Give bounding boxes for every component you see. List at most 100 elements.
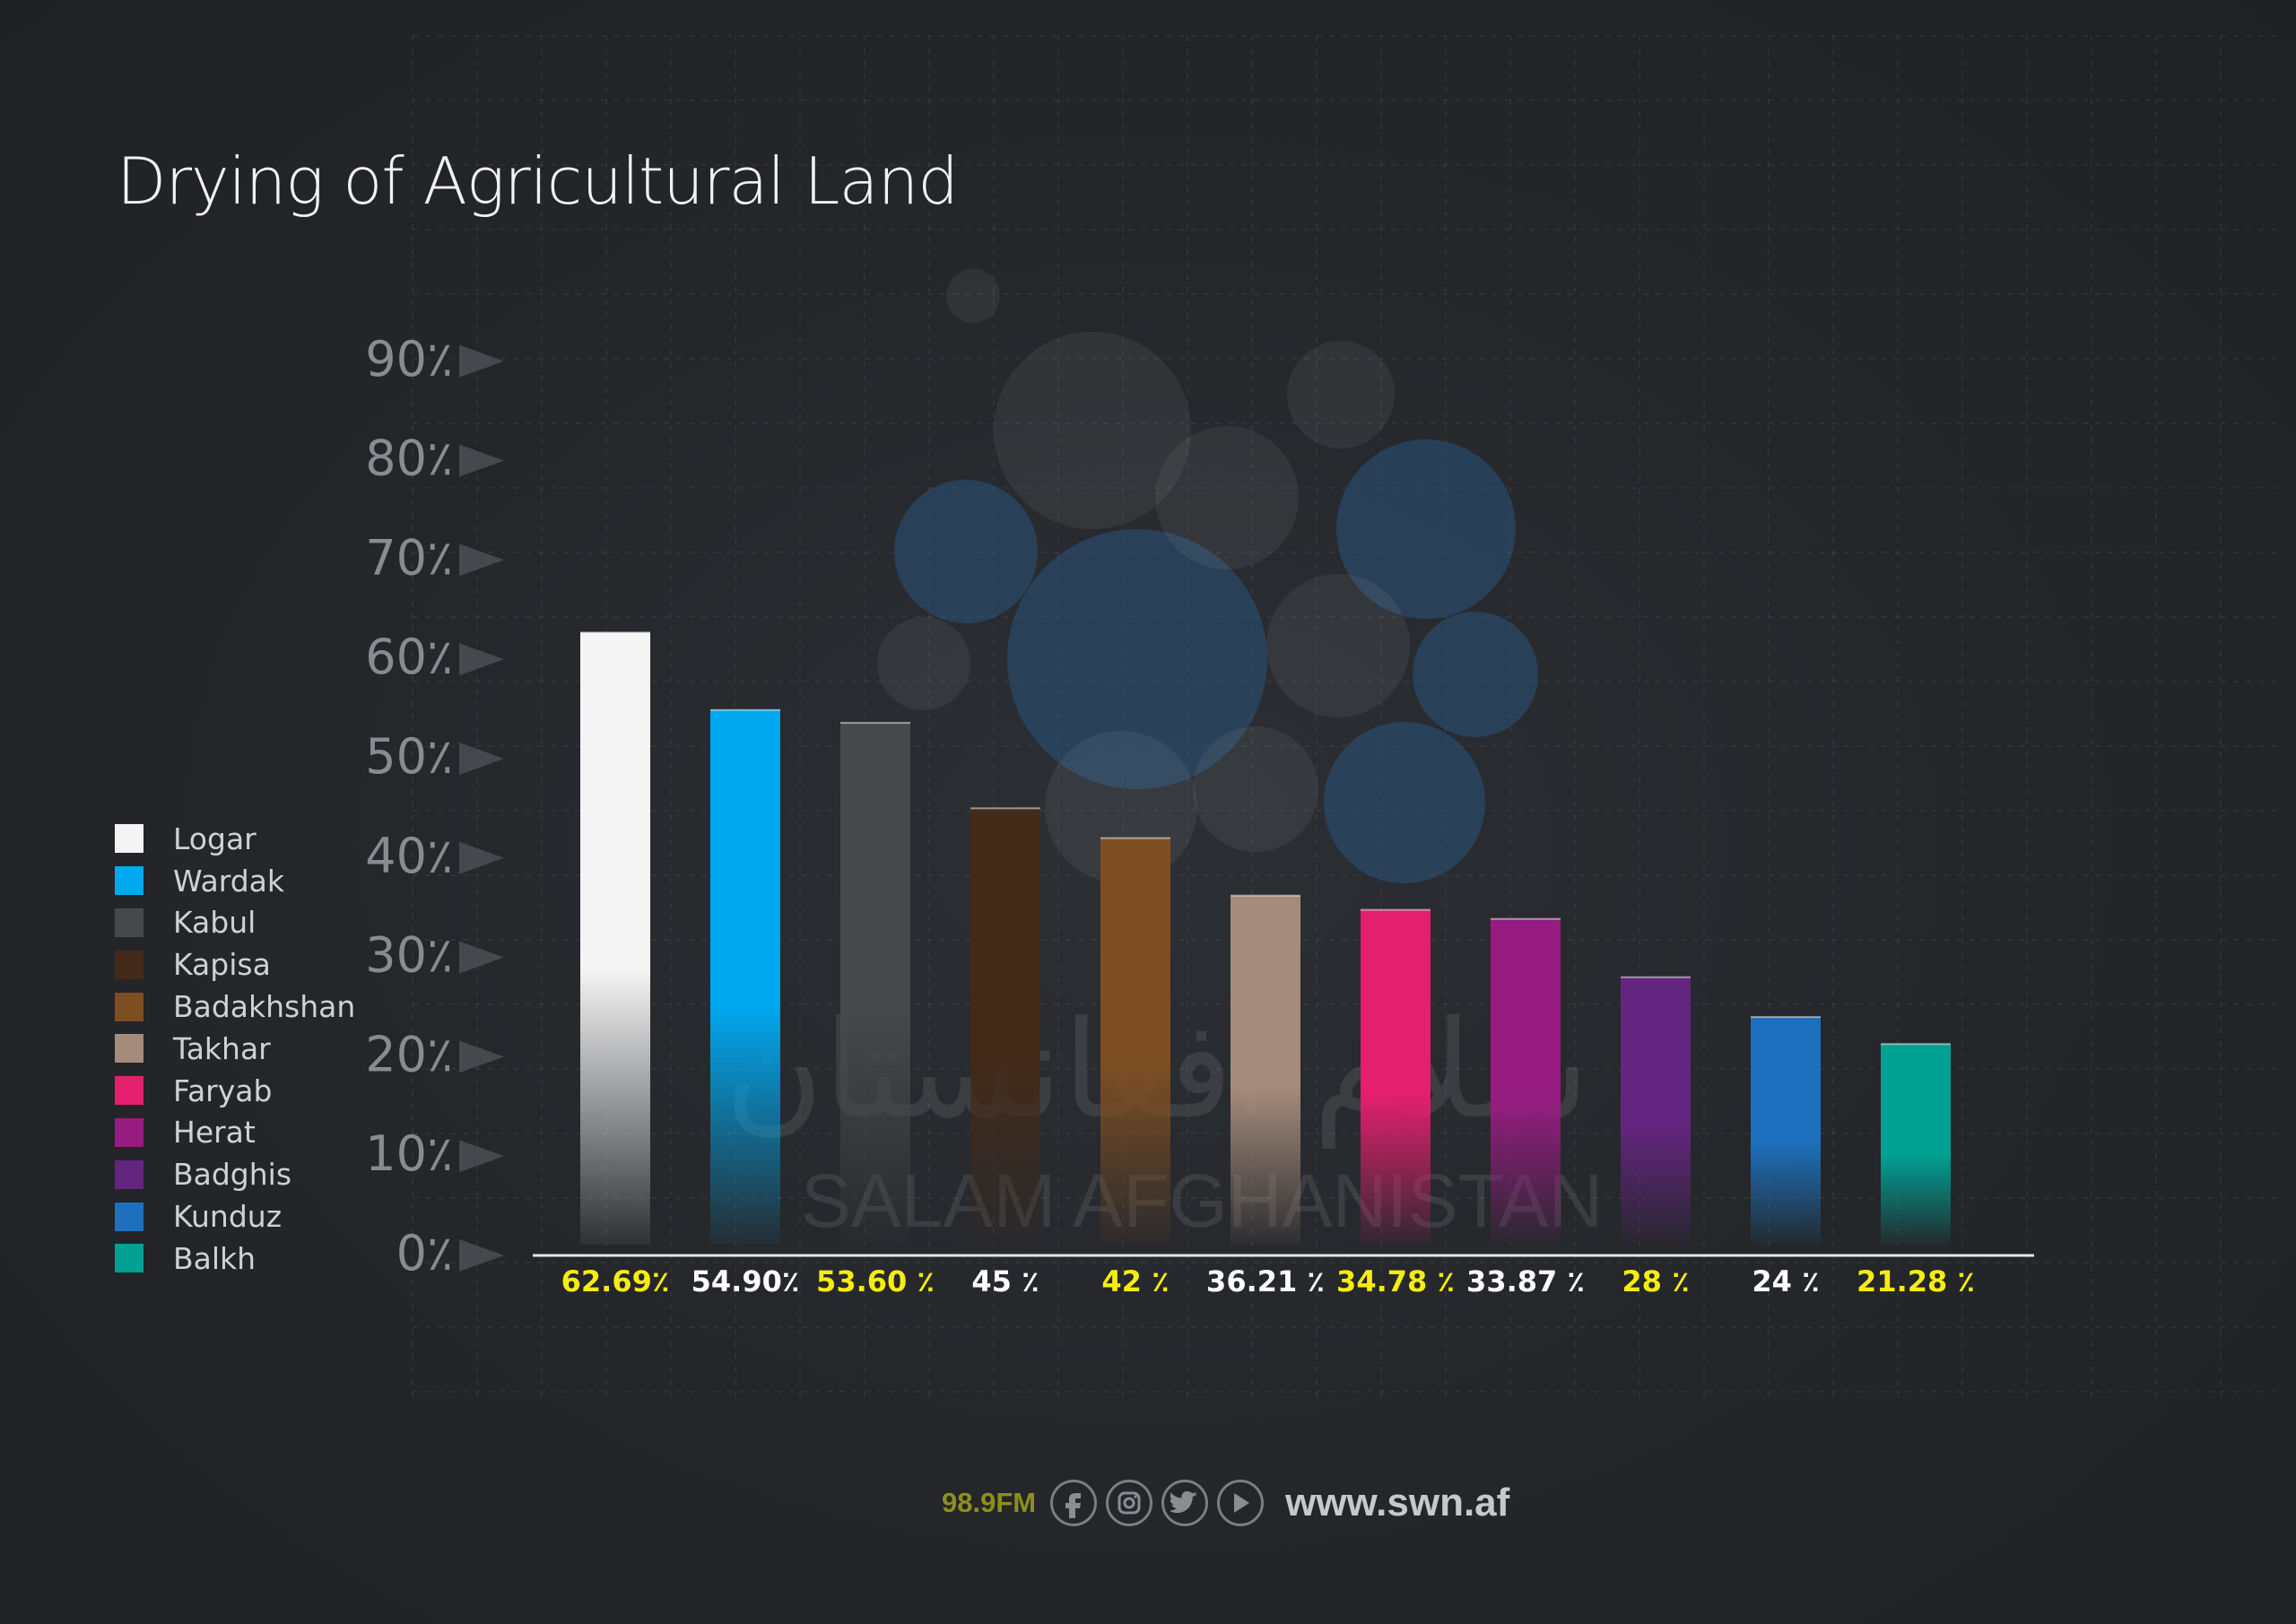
legend-swatch [115,992,144,1021]
bar-logar [580,632,650,1245]
decorative-circle [1413,612,1538,737]
value-label: 53.60 ٪ [816,1264,935,1298]
legend-swatch [115,908,144,937]
bar-kapisa [970,808,1040,1245]
y-tick-label: 40٪ [365,828,453,884]
legend-item-kapisa: Kapisa [115,943,355,986]
bar-faryab [1361,909,1431,1245]
decorative-circle [894,480,1038,623]
y-tick-label: 30٪ [365,927,453,984]
legend-label: Balkh [173,1240,257,1276]
y-tick-label: 60٪ [365,629,453,685]
y-tick-arrow [459,1239,504,1272]
legend-label: Takhar [173,1030,271,1066]
twitter-icon[interactable] [1161,1480,1209,1526]
chart-legend: Logar Wardak Kabul Kapisa Badakhshan Takhar Fa… [115,818,355,1280]
bar-badghis [1621,977,1691,1245]
y-tick-label: 0٪ [396,1225,453,1281]
legend-label: Wardak [173,863,285,899]
value-label: 45 ٪ [971,1264,1039,1298]
y-tick-label: 20٪ [365,1026,453,1082]
bars [580,631,1951,1245]
value-label: 28 ٪ [1622,1264,1689,1298]
value-label: 54.90٪ [691,1264,800,1298]
legend-label: Badakhshan [173,989,356,1025]
y-tick-arrow [459,444,504,477]
value-label: 34.78 ٪ [1336,1264,1455,1298]
decorative-circle [1336,439,1516,619]
y-tick-label: 10٪ [365,1125,453,1182]
legend-label: Logar [173,821,257,856]
y-axis: 0٪ 10٪ 20٪ 30٪ 40٪ 50٪ 60٪ 70٪ 80٪ 90٪ [365,331,504,1281]
legend-swatch [115,950,144,979]
y-tick-arrow [459,344,504,378]
legend-swatch [115,1202,144,1231]
decorative-circle [1266,574,1410,717]
bar-badakhshan [1100,838,1170,1245]
y-tick-arrow [459,643,504,676]
bar-kabul [840,723,910,1245]
bar-herat [1491,918,1561,1245]
legend-swatch [115,1034,144,1064]
decorative-circle [1193,726,1318,852]
bar-kunduz [1751,1017,1821,1245]
value-label: 24 ٪ [1752,1264,1819,1298]
legend-label: Badghis [173,1157,292,1193]
legend-label: Kunduz [173,1199,283,1235]
footer-frequency: 98.9FM [942,1487,1037,1518]
legend-item-balkh: Balkh [115,1238,355,1280]
decorative-circle [946,269,1000,323]
decorative-circle [1324,722,1485,883]
y-tick-arrow [459,1040,504,1073]
legend-label: Faryab [173,1073,273,1108]
y-tick-label: 50٪ [365,728,453,785]
legend-item-wardak: Wardak [115,860,355,902]
decorative-circle [1155,426,1299,569]
legend-item-kunduz: Kunduz [115,1195,355,1238]
value-label: 33.87 ٪ [1466,1264,1585,1298]
legend-swatch [115,1159,144,1189]
decorative-circle [1287,341,1395,448]
bar-balkh [1881,1044,1951,1245]
y-tick-arrow [459,743,504,775]
legend-swatch [115,824,144,854]
decorative-circle [877,617,970,710]
legend-swatch [115,1117,144,1147]
footer-url[interactable]: www.swn.af [1285,1481,1510,1524]
legend-item-badghis: Badghis [115,1153,355,1195]
page-title: Drying of Agricultural Land [117,143,959,219]
decorative-circle [1007,529,1267,789]
facebook-icon[interactable] [1050,1480,1098,1526]
y-tick-arrow [459,1140,504,1173]
value-labels: 62.69٪ 54.90٪ 53.60 ٪ 45 ٪ 42 ٪ 36.21 ٪ 34.78 … [561,1264,1975,1298]
bar-wardak [710,709,780,1245]
y-tick-label: 70٪ [365,529,453,586]
y-tick-label: 90٪ [365,331,453,387]
footer: 98.9FM www.swn.af [942,1475,1509,1531]
value-label: 21.28 ٪ [1857,1264,1975,1298]
legend-label: Kapisa [173,947,271,983]
y-tick-label: 80٪ [365,430,453,487]
youtube-icon[interactable] [1217,1480,1265,1526]
legend-swatch [115,866,144,896]
legend-item-faryab: Faryab [115,1070,355,1112]
y-tick-arrow [459,543,504,577]
legend-item-logar: Logar [115,818,355,860]
legend-label: Kabul [173,905,257,941]
value-label: 42 ٪ [1101,1264,1169,1298]
legend-swatch [115,1244,144,1273]
bar-takhar [1231,895,1300,1245]
watermark-latin: SALAM AFGHANISTAN [801,1159,1604,1243]
legend-label: Herat [173,1115,256,1151]
legend-item-kabul: Kabul [115,902,355,944]
y-tick-arrow [459,941,504,974]
legend-swatch [115,1076,144,1106]
instagram-icon[interactable] [1106,1480,1153,1526]
legend-item-takhar: Takhar [115,1028,355,1070]
legend-item-herat: Herat [115,1112,355,1154]
decorative-circle [994,332,1191,529]
value-label: 62.69٪ [561,1264,670,1298]
